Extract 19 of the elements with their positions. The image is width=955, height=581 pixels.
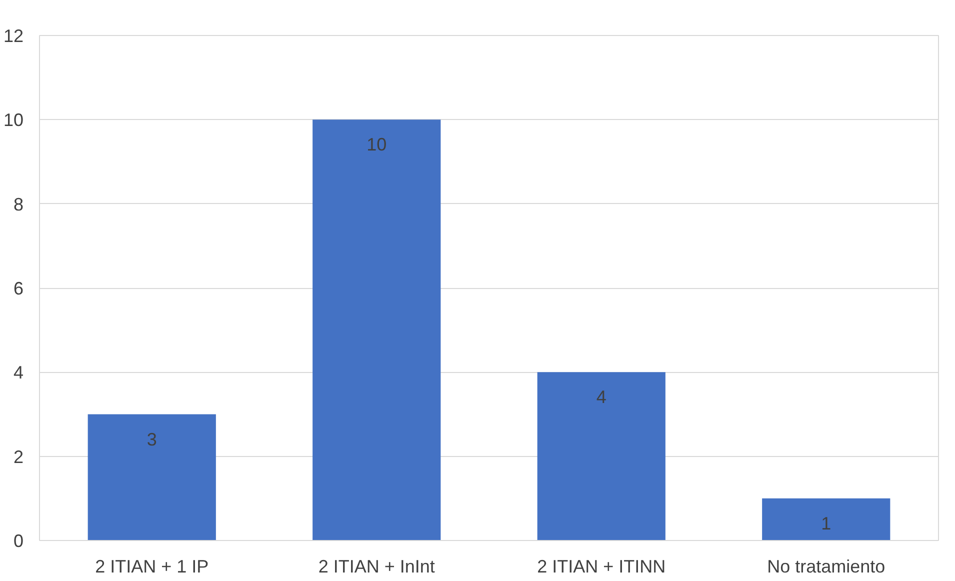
data-label: 4 [596,387,606,408]
data-label: 3 [146,429,157,450]
y-tick-label: 12 [3,26,24,46]
y-tick-label: 10 [3,110,24,130]
data-label: 1 [821,513,832,534]
y-tick-label: 0 [13,531,24,551]
bar [537,372,666,540]
x-tick-label: No tratamiento [767,556,886,576]
y-tick-label: 8 [13,194,24,214]
data-label: 10 [366,134,387,155]
y-tick-label: 6 [13,278,24,298]
x-tick-label: 2 ITIAN + ITINN [537,556,666,576]
bar [88,414,216,540]
y-tick-label: 4 [13,362,24,383]
x-tick-label: 2 ITIAN + InInt [318,556,435,576]
bar [762,498,890,540]
y-tick-label: 2 [13,446,24,467]
bar [312,120,441,540]
x-tick-label: 2 ITIAN + 1 IP [95,556,209,576]
